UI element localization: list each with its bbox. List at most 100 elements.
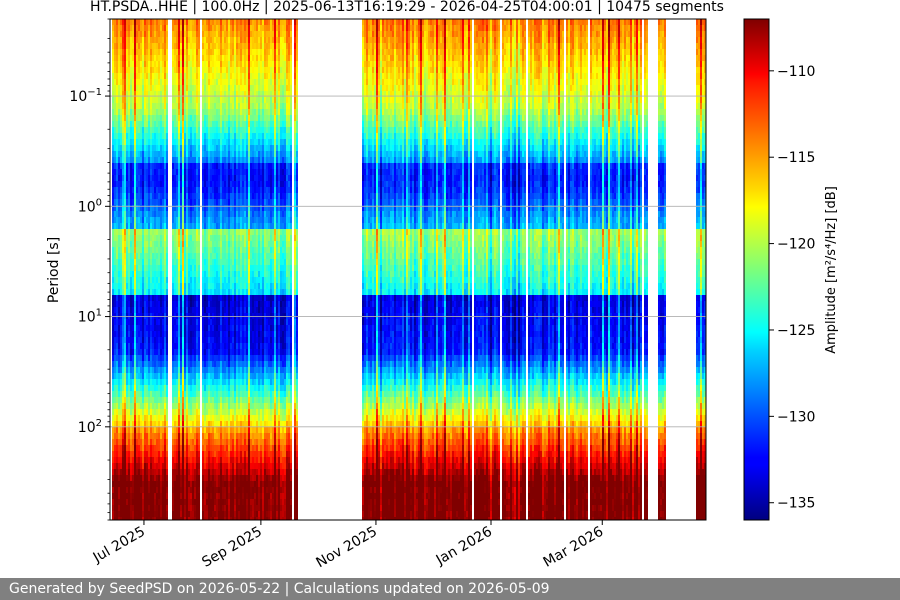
heatmap-cell (228, 469, 230, 475)
heatmap-cell (126, 49, 128, 55)
heatmap-cell (218, 265, 220, 271)
heatmap-cell (230, 133, 232, 139)
heatmap-cell (160, 517, 162, 520)
heatmap-cell (182, 451, 184, 457)
heatmap-cell (186, 115, 188, 121)
heatmap-cell (222, 397, 224, 403)
heatmap-cell (134, 433, 136, 439)
heatmap-cell (228, 487, 230, 493)
heatmap-cell (148, 463, 150, 469)
heatmap-cell (166, 505, 168, 511)
heatmap-cell (128, 49, 130, 55)
heatmap-cell (120, 367, 122, 373)
heatmap-cell (132, 463, 134, 469)
heatmap-cell (226, 319, 228, 325)
heatmap-cell (206, 223, 208, 229)
heatmap-cell (198, 271, 200, 277)
heatmap-cell (140, 259, 142, 265)
heatmap-cell (216, 409, 218, 415)
heatmap-cell (202, 445, 204, 451)
heatmap-cell (230, 145, 232, 151)
heatmap-cell (224, 379, 226, 385)
heatmap-cell (146, 361, 148, 367)
heatmap-cell (178, 307, 180, 313)
heatmap-cell (140, 337, 142, 343)
heatmap-cell (184, 361, 186, 367)
heatmap-cell (204, 145, 206, 151)
heatmap-cell (182, 373, 184, 379)
heatmap-cell (186, 109, 188, 115)
heatmap-cell (124, 409, 126, 415)
heatmap-cell (210, 253, 212, 259)
heatmap-cell (158, 73, 160, 79)
heatmap-cell (134, 397, 136, 403)
heatmap-cell (178, 487, 180, 493)
heatmap-cell (158, 373, 160, 379)
heatmap-cell (172, 499, 174, 505)
heatmap-cell (114, 145, 116, 151)
heatmap-cell (126, 91, 128, 97)
heatmap-cell (134, 259, 136, 265)
heatmap-cell (134, 193, 136, 199)
heatmap-cell (114, 475, 116, 481)
heatmap-cell (230, 217, 232, 223)
heatmap-cell (214, 217, 216, 223)
heatmap-cell (222, 337, 224, 343)
heatmap-cell (146, 85, 148, 91)
heatmap-cell (180, 79, 182, 85)
heatmap-cell (124, 499, 126, 505)
heatmap-cell (218, 247, 220, 253)
heatmap-cell (148, 457, 150, 463)
heatmap-cell (194, 421, 196, 427)
heatmap-cell (220, 325, 222, 331)
heatmap-cell (132, 415, 134, 421)
heatmap-cell (122, 241, 124, 247)
heatmap-cell (128, 451, 130, 457)
heatmap-cell (222, 343, 224, 349)
heatmap-cell (182, 427, 184, 433)
heatmap-cell (148, 403, 150, 409)
heatmap-cell (216, 505, 218, 511)
heatmap-cell (166, 289, 168, 295)
heatmap-cell (232, 247, 234, 253)
heatmap-cell (214, 73, 216, 79)
heatmap-cell (230, 157, 232, 163)
heatmap-cell (124, 121, 126, 127)
heatmap-cell (162, 415, 164, 421)
heatmap-cell (150, 289, 152, 295)
heatmap-cell (128, 43, 130, 49)
heatmap-cell (152, 259, 154, 265)
heatmap-cell (162, 61, 164, 67)
heatmap-cell (114, 469, 116, 475)
heatmap-cell (156, 505, 158, 511)
heatmap-cell (214, 199, 216, 205)
heatmap-cell (226, 427, 228, 433)
heatmap-cell (134, 265, 136, 271)
heatmap-cell (138, 253, 140, 259)
heatmap-cell (176, 163, 178, 169)
heatmap-cell (160, 43, 162, 49)
heatmap-cell (230, 325, 232, 331)
heatmap-cell (158, 241, 160, 247)
heatmap-cell (228, 301, 230, 307)
heatmap-cell (136, 43, 138, 49)
heatmap-column (216, 19, 218, 520)
heatmap-cell (112, 241, 114, 247)
heatmap-cell (164, 229, 166, 235)
heatmap-cell (222, 361, 224, 367)
heatmap-cell (216, 319, 218, 325)
heatmap-cell (124, 313, 126, 319)
heatmap-cell (140, 397, 142, 403)
heatmap-cell (188, 373, 190, 379)
heatmap-cell (142, 121, 144, 127)
heatmap-cell (116, 397, 118, 403)
heatmap-cell (132, 379, 134, 385)
heatmap-cell (154, 175, 156, 181)
heatmap-cell (186, 211, 188, 217)
heatmap-cell (220, 19, 222, 25)
heatmap-cell (136, 379, 138, 385)
heatmap-cell (166, 421, 168, 427)
heatmap-cell (146, 193, 148, 199)
heatmap-cell (196, 409, 198, 415)
heatmap-cell (120, 133, 122, 139)
